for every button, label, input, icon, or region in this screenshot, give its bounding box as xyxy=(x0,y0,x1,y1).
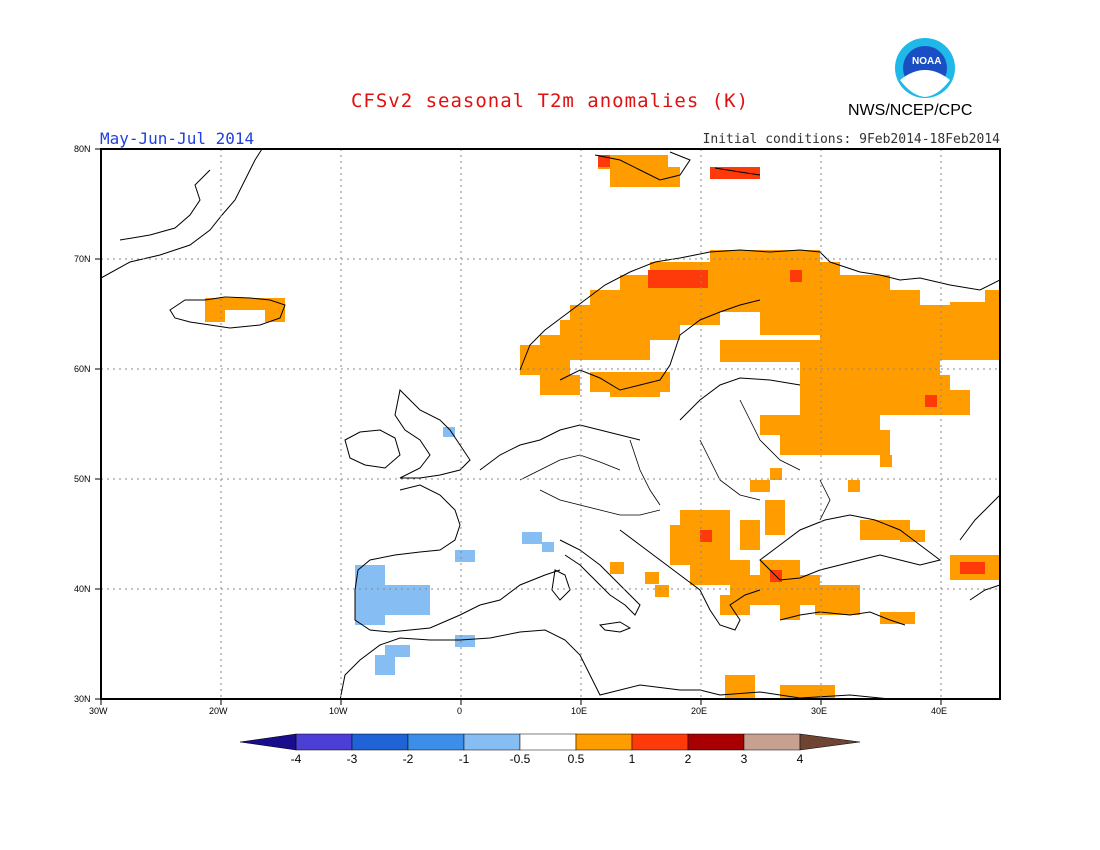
lat-label-40n: 40N xyxy=(74,584,91,594)
colorbar xyxy=(239,733,861,751)
iberia-cool xyxy=(355,427,554,675)
colorbar-label: 1 xyxy=(628,752,636,766)
lat-label-80n: 80N xyxy=(74,144,91,154)
lon-label-10e: 10E xyxy=(571,706,588,716)
lon-label-0: 0 xyxy=(457,706,463,716)
initial-conditions: Initial conditions: 9Feb2014-18Feb2014 xyxy=(702,132,1000,147)
colorbar-seg-6 xyxy=(575,733,633,751)
scandinavia-warm xyxy=(520,250,1000,492)
map-frame xyxy=(100,148,1001,700)
colorbar-seg-0 xyxy=(240,734,296,750)
colorbar-seg-9 xyxy=(743,733,801,751)
colorbar-seg-7 xyxy=(631,733,689,751)
colorbar-label: -2 xyxy=(402,752,414,766)
colorbar-seg-5 xyxy=(519,733,577,751)
logo-text: NOAA xyxy=(912,56,942,67)
colorbar-label: 4 xyxy=(796,752,804,766)
forecast-period: May-Jun-Jul 2014 xyxy=(100,129,255,148)
lat-label-60n: 60N xyxy=(74,364,91,374)
agency-label: NWS/NCEP/CPC xyxy=(848,102,973,119)
colorbar-seg-3 xyxy=(407,733,465,751)
colorbar-label: 2 xyxy=(684,752,692,766)
lon-label-10w: 10W xyxy=(329,706,348,716)
lon-label-20e: 20E xyxy=(691,706,708,716)
colorbar-label: -3 xyxy=(346,752,358,766)
lat-label-50n: 50N xyxy=(74,474,91,484)
lon-label-30w: 30W xyxy=(89,706,108,716)
colorbar-label: -4 xyxy=(290,752,302,766)
map-grid xyxy=(101,149,1000,699)
lon-label-30e: 30E xyxy=(811,706,828,716)
colorbar-label: 3 xyxy=(740,752,748,766)
balkans-warm xyxy=(610,500,1000,699)
axis-ticks xyxy=(95,148,942,705)
colorbar-seg-1 xyxy=(295,733,353,751)
colorbar-label: 0.5 xyxy=(567,752,585,766)
noaa-logo xyxy=(895,38,955,98)
map-title: CFSv2 seasonal T2m anomalies (K) xyxy=(350,90,750,112)
iceland-warm xyxy=(205,298,285,310)
colorbar-seg-10 xyxy=(800,734,860,750)
lon-label-40e: 40E xyxy=(931,706,948,716)
colorbar-seg-2 xyxy=(351,733,409,751)
svalbard-warm xyxy=(598,155,668,169)
lon-label-20w: 20W xyxy=(209,706,228,716)
colorbar-seg-4 xyxy=(463,733,521,751)
coastlines xyxy=(101,149,1000,699)
lat-label-70n: 70N xyxy=(74,254,91,264)
colorbar-label: -0.5 xyxy=(509,752,531,766)
anomaly-shading xyxy=(205,155,1000,699)
colorbar-label: -1 xyxy=(458,752,470,766)
colorbar-seg-8 xyxy=(687,733,745,751)
lat-label-30n: 30N xyxy=(74,694,91,704)
